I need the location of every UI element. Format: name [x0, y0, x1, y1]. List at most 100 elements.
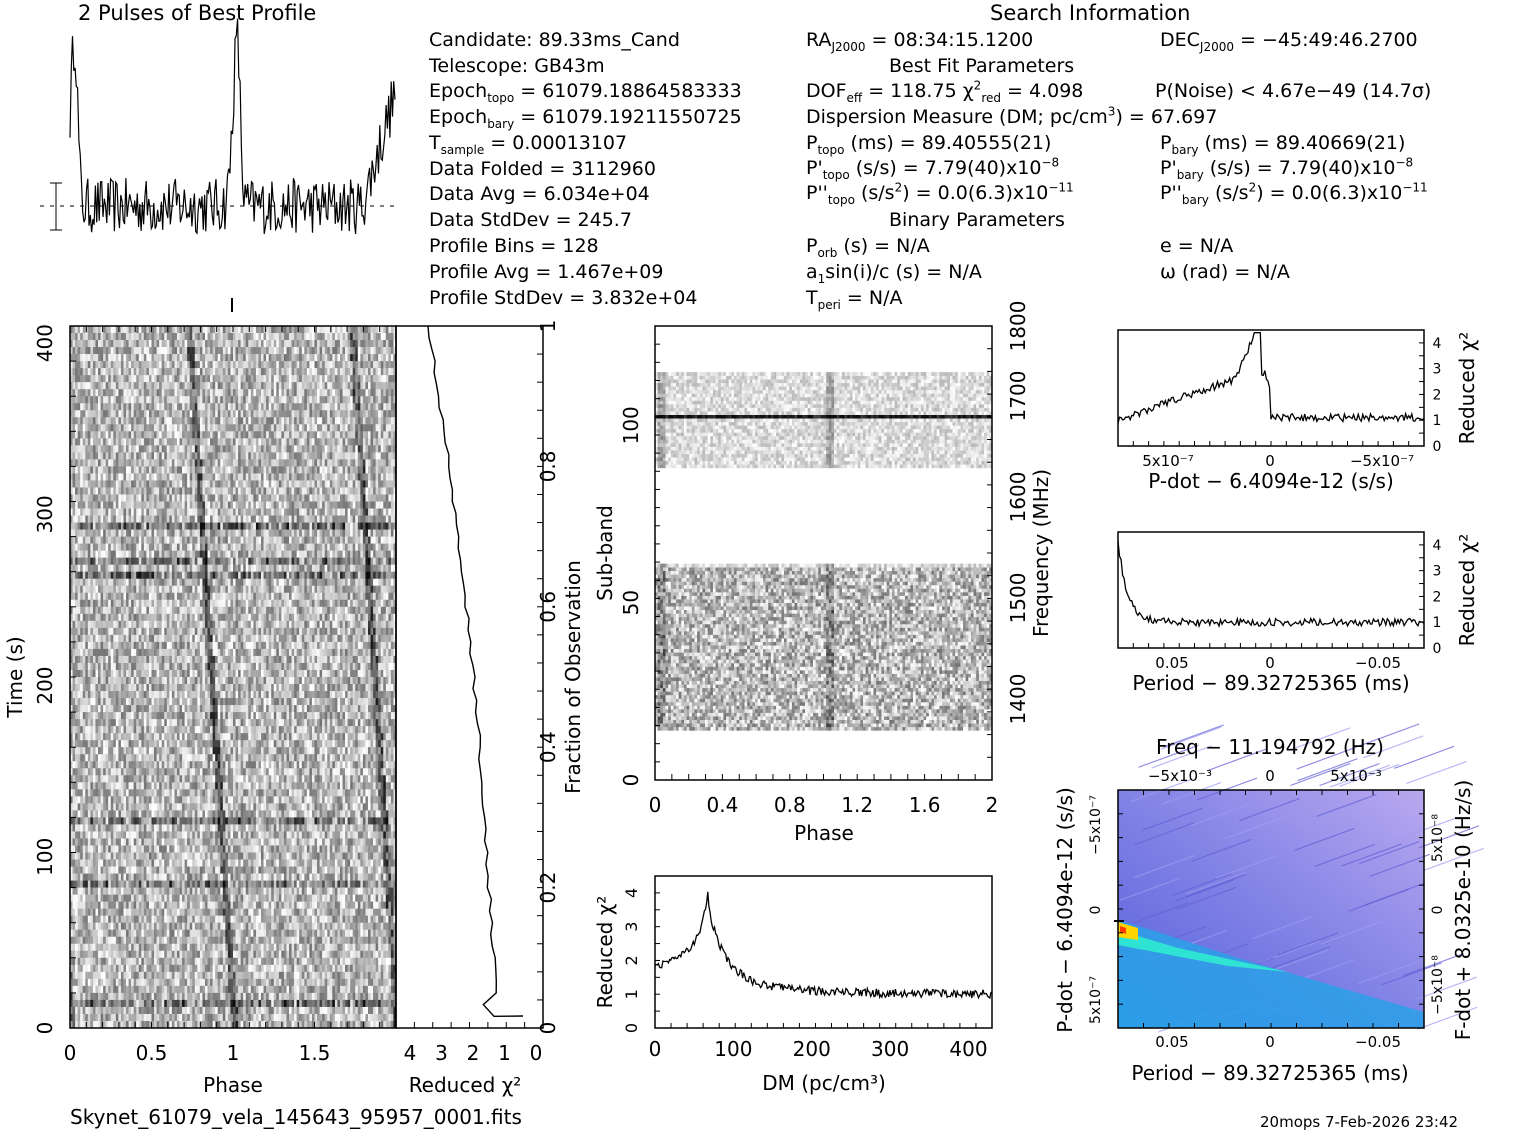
time-phase-pixel [215, 424, 219, 432]
time-phase-pixel [299, 424, 303, 432]
time-phase-pixel [266, 396, 269, 404]
time-phase-pixel [266, 410, 269, 418]
time-phase-pixel [103, 417, 106, 425]
time-phase-pixel [166, 410, 170, 418]
time-phase-pixel [75, 578, 78, 587]
time-phase-pixel [261, 333, 264, 341]
time-phase-pixel [271, 340, 275, 348]
time-phase-pixel [120, 368, 124, 376]
time-phase-pixel [120, 564, 124, 572]
time-phase-pixel [322, 431, 325, 439]
time-phase-pixel [148, 354, 152, 362]
time-phase-pixel [108, 326, 112, 334]
time-phase-pixel [299, 480, 303, 488]
time-phase-pixel [87, 424, 91, 432]
time-phase-pixel [146, 389, 150, 397]
time-phase-pixel [133, 452, 137, 460]
time-phase-pixel [291, 480, 295, 488]
time-phase-pixel [390, 389, 394, 397]
time-phase-pixel [235, 438, 239, 446]
time-phase-pixel [103, 508, 106, 516]
time-phase-pixel [306, 515, 310, 523]
time-phase-pixel [77, 368, 81, 376]
time-phase-pixel [281, 536, 285, 544]
time-phase-pixel [123, 375, 127, 383]
time-phase-pixel [243, 452, 247, 460]
time-phase-pixel [365, 585, 369, 594]
time-phase-pixel [176, 557, 180, 565]
time-phase-pixel [217, 459, 221, 467]
time-phase-pixel [294, 585, 297, 594]
time-phase-pixel [375, 508, 379, 516]
time-phase-pixel [95, 592, 99, 601]
time-phase-pixel [311, 550, 315, 558]
time-phase-pixel [281, 389, 285, 397]
time-phase-pixel [87, 585, 91, 594]
time-phase-pixel [120, 438, 124, 446]
time-phase-pixel [118, 396, 122, 404]
time-phase-pixel [120, 389, 124, 397]
time-phase-pixel [342, 508, 346, 516]
time-phase-pixel [222, 578, 226, 587]
time-phase-pixel [210, 403, 213, 411]
time-phase-pixel [266, 347, 269, 355]
time-phase-pixel [235, 508, 239, 516]
time-phase-pixel [327, 403, 331, 411]
time-phase-pixel [230, 389, 234, 397]
time-phase-pixel [324, 494, 328, 502]
time-phase-pixel [393, 354, 397, 362]
time-phase-pixel [72, 487, 76, 495]
time-phase-pixel [199, 501, 203, 509]
time-phase-pixel [350, 571, 354, 580]
time-phase-pixel [169, 340, 173, 348]
time-phase-pixel [222, 522, 226, 530]
time-phase-pixel [95, 368, 99, 376]
time-phase-pixel [118, 459, 122, 467]
time-phase-pixel [148, 585, 152, 594]
time-phase-pixel [286, 494, 290, 502]
time-phase-pixel [263, 466, 267, 474]
time-phase-pixel [332, 494, 336, 502]
time-phase-pixel [253, 522, 257, 530]
time-phase-pixel [373, 487, 376, 495]
time-phase-pixel [345, 480, 348, 488]
time-phase-pixel [281, 445, 285, 453]
epoch-bary-line: Epochbary = 61079.19211550725 [429, 106, 742, 130]
time-phase-pixel [118, 522, 122, 530]
time-phase-pixel [355, 340, 359, 348]
time-phase-pixel [380, 452, 384, 460]
time-phase-pixel [235, 452, 239, 460]
time-phase-pixel [75, 445, 78, 453]
time-phase-pixel [304, 592, 308, 601]
time-phase-pixel [253, 557, 257, 565]
time-phase-pixel [159, 543, 162, 551]
time-phase-pixel [319, 473, 323, 481]
time-phase-pixel [334, 480, 338, 488]
time-phase-pixel [375, 382, 379, 390]
time-phase-pixel [164, 368, 168, 376]
time-phase-pixel [95, 536, 99, 544]
time-phase-pixel [98, 501, 101, 509]
time-phase-pixel [95, 494, 99, 502]
time-phase-pixel [289, 347, 292, 355]
time-phase-pixel [92, 431, 96, 439]
time-phase-pixel [314, 494, 318, 502]
time-phase-pixel [70, 529, 73, 537]
time-phase-pixel [169, 431, 173, 439]
time-phase-pixel [322, 452, 325, 460]
time-phase-pixel [258, 333, 262, 341]
time-phase-pixel [220, 403, 224, 411]
time-phase-pixel [92, 571, 96, 580]
time-phase-pixel [304, 368, 308, 376]
time-phase-pixel [90, 487, 94, 495]
time-phase-pixel [240, 578, 244, 587]
time-phase-pixel [85, 452, 89, 460]
time-phase-pixel [98, 585, 101, 594]
time-phase-pixel [276, 578, 280, 587]
time-phase-pixel [133, 480, 137, 488]
time-phase-pixel [123, 340, 127, 348]
time-phase-pixel [370, 424, 374, 432]
time-phase-pixel [189, 508, 193, 516]
time-phase-pixel [390, 578, 394, 587]
